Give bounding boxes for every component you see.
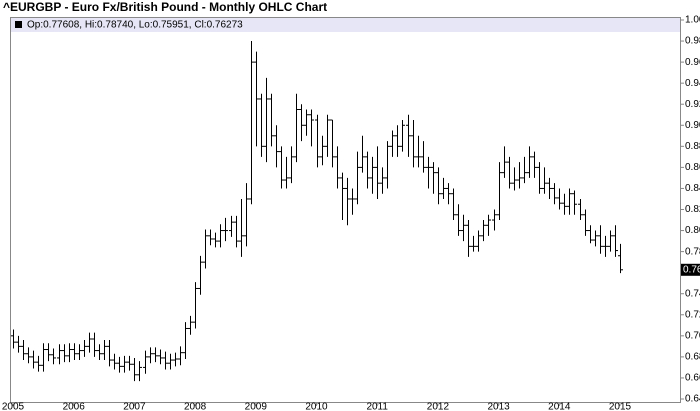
y-tick-label: 0.86000 xyxy=(685,162,700,173)
x-tick-label: 2010 xyxy=(305,402,328,411)
last-price-box xyxy=(681,263,700,276)
y-tick-label: 0.68000 xyxy=(685,352,700,363)
y-tick-label: 0.98000 xyxy=(685,36,700,47)
y-tick-label: 0.64000 xyxy=(685,394,700,405)
x-tick-label: 2014 xyxy=(548,402,571,411)
y-tick-label: 0.72000 xyxy=(685,309,700,320)
y-tick-label: 0.70000 xyxy=(685,330,700,341)
x-tick-label: 2015 xyxy=(609,402,632,411)
y-tick-label: 0.88000 xyxy=(685,141,700,152)
legend-bar xyxy=(11,18,680,32)
x-tick-label: 2007 xyxy=(123,402,146,411)
y-tick-label: 0.90000 xyxy=(685,120,700,131)
y-tick-label: 0.94000 xyxy=(685,78,700,89)
x-tick-label: 2005 xyxy=(2,402,25,411)
x-tick-label: 2012 xyxy=(427,402,450,411)
chart-title: ^EURGBP - Euro Fx/British Pound - Monthl… xyxy=(3,0,327,14)
y-tick-label: 0.74000 xyxy=(685,288,700,299)
x-tick-label: 2009 xyxy=(245,402,268,411)
y-tick-label: 0.80000 xyxy=(685,225,700,236)
y-tick-label: 1.00000 xyxy=(685,15,700,26)
x-tick-label: 2011 xyxy=(366,402,388,411)
y-tick-label: 0.92000 xyxy=(685,99,700,110)
x-tick-label: 2013 xyxy=(487,402,510,411)
x-tick-label: 2006 xyxy=(63,402,86,411)
y-tick-label: 0.96000 xyxy=(685,57,700,68)
y-tick-label: 0.84000 xyxy=(685,183,700,194)
y-tick-label: 0.82000 xyxy=(685,204,700,215)
y-tick-label: 0.66000 xyxy=(685,373,700,384)
y-tick-label: 0.78000 xyxy=(685,246,700,257)
x-tick-label: 2008 xyxy=(184,402,207,411)
legend-swatch xyxy=(15,21,22,28)
legend-text: Op:0.77608, Hi:0.78740, Lo:0.75951, Cl:0… xyxy=(27,20,243,31)
last-price-label: 0.76273 xyxy=(683,264,700,275)
